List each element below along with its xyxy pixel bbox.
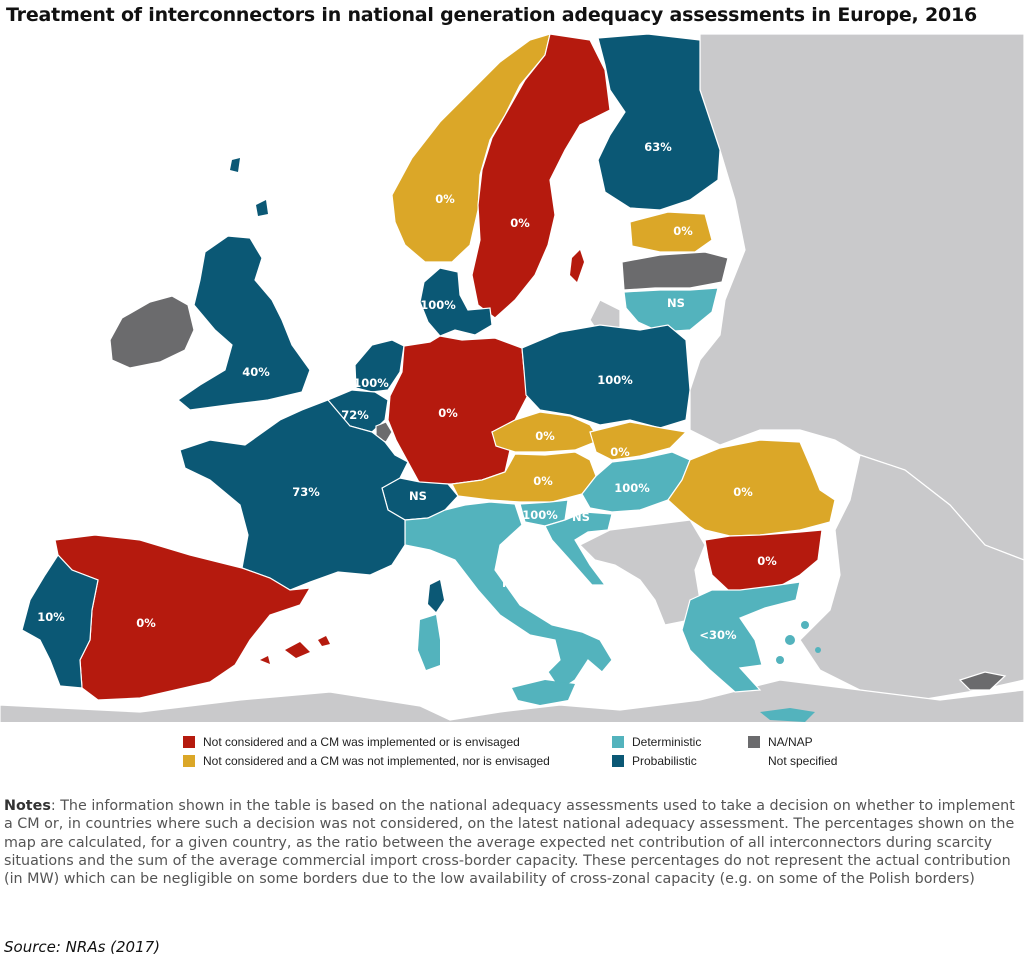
label-germany: 0% xyxy=(438,406,458,420)
legend-item-red: Not considered and a CM was implemented … xyxy=(183,735,520,749)
europe-map: 0% 0% 63% 0% NS 100% 40% 100% 72% 0% 100… xyxy=(0,34,1024,740)
label-greece: <30% xyxy=(699,628,737,642)
island-balearic xyxy=(260,636,330,664)
legend-item-gray: NA/NAP xyxy=(748,735,813,749)
country-poland xyxy=(521,324,691,429)
island-shetland xyxy=(230,158,268,216)
label-slovenia: 100% xyxy=(522,508,558,522)
notes-paragraph: Notes: The information shown in the tabl… xyxy=(4,797,1018,888)
legend-label-gray: NA/NAP xyxy=(768,735,813,749)
label-austria: 0% xyxy=(533,474,553,488)
neighbour-territory xyxy=(0,34,1024,740)
label-bulgaria: 0% xyxy=(757,554,777,568)
label-france: 73% xyxy=(292,485,320,499)
country-portugal xyxy=(21,554,99,689)
legend-item-navy: Probabilistic xyxy=(612,754,697,768)
greek-islands xyxy=(760,621,821,722)
label-poland: 100% xyxy=(597,373,633,387)
country-denmark xyxy=(419,267,493,337)
source-line: Source: NRAs (2017) xyxy=(4,938,161,956)
legend-swatch-gray xyxy=(748,736,760,748)
label-italy: NS xyxy=(502,576,520,590)
legend-item-teal: Deterministic xyxy=(612,735,701,749)
label-finland: 63% xyxy=(644,140,672,154)
legend-label-yellow: Not considered and a CM was not implemen… xyxy=(203,754,550,768)
country-croatia xyxy=(544,511,613,586)
island-gotland xyxy=(570,250,584,282)
country-france xyxy=(179,399,409,591)
legend-swatch-teal xyxy=(612,736,624,748)
legend-label-navy: Probabilistic xyxy=(632,754,697,768)
legend-label-unspecified: Not specified xyxy=(768,754,838,768)
country-latvia xyxy=(621,251,729,291)
country-germany xyxy=(387,335,529,485)
map-legend: Not considered and a CM was implemented … xyxy=(0,722,1024,792)
island-sardinia xyxy=(418,615,440,670)
label-united-kingdom: 40% xyxy=(242,365,270,379)
legend-label-teal: Deterministic xyxy=(632,735,702,749)
label-denmark: 100% xyxy=(420,298,456,312)
country-austria xyxy=(451,451,597,503)
country-finland xyxy=(597,34,721,211)
country-romania xyxy=(667,439,836,537)
legend-item-yellow: Not considered and a CM was not implemen… xyxy=(183,754,550,768)
label-estonia: 0% xyxy=(673,224,693,238)
label-romania: 0% xyxy=(733,485,753,499)
legend-item-unspecified: Not specified xyxy=(768,754,837,768)
legend-swatch-navy xyxy=(612,755,624,767)
label-norway: 0% xyxy=(435,192,455,206)
legend-swatch-red xyxy=(183,736,195,748)
country-netherlands xyxy=(354,339,405,393)
label-czech-republic: 0% xyxy=(535,429,555,443)
country-estonia xyxy=(629,211,713,253)
label-lithuania: NS xyxy=(667,296,685,310)
country-lithuania xyxy=(623,287,719,333)
legend-label-red: Not considered and a CM was implemented … xyxy=(203,735,520,749)
country-greece xyxy=(681,581,801,693)
notes-text: : The information shown in the table is … xyxy=(4,798,1015,888)
label-portugal: 10% xyxy=(37,610,65,624)
label-belgium: 72% xyxy=(341,408,369,422)
label-switzerland: NS xyxy=(409,489,427,503)
notes-label: Notes xyxy=(4,798,51,814)
island-corsica xyxy=(428,580,444,612)
label-spain: 0% xyxy=(136,616,156,630)
map-title: Treatment of interconnectors in national… xyxy=(6,4,978,26)
label-slovakia: 0% xyxy=(610,445,630,459)
country-united-kingdom xyxy=(177,235,311,411)
country-italy xyxy=(404,501,613,691)
country-bulgaria xyxy=(704,529,823,593)
legend-swatch-yellow xyxy=(183,755,195,767)
label-hungary: 100% xyxy=(614,481,650,495)
label-croatia: NS xyxy=(572,510,590,524)
country-sweden xyxy=(471,34,611,319)
label-netherlands: 100% xyxy=(353,376,389,390)
country-slovakia xyxy=(589,421,688,461)
country-ireland xyxy=(109,295,195,369)
label-sweden: 0% xyxy=(510,216,530,230)
island-sicily xyxy=(512,680,575,705)
country-labels: 0% 0% 63% 0% NS 100% 40% 100% 72% 0% 100… xyxy=(37,140,777,642)
